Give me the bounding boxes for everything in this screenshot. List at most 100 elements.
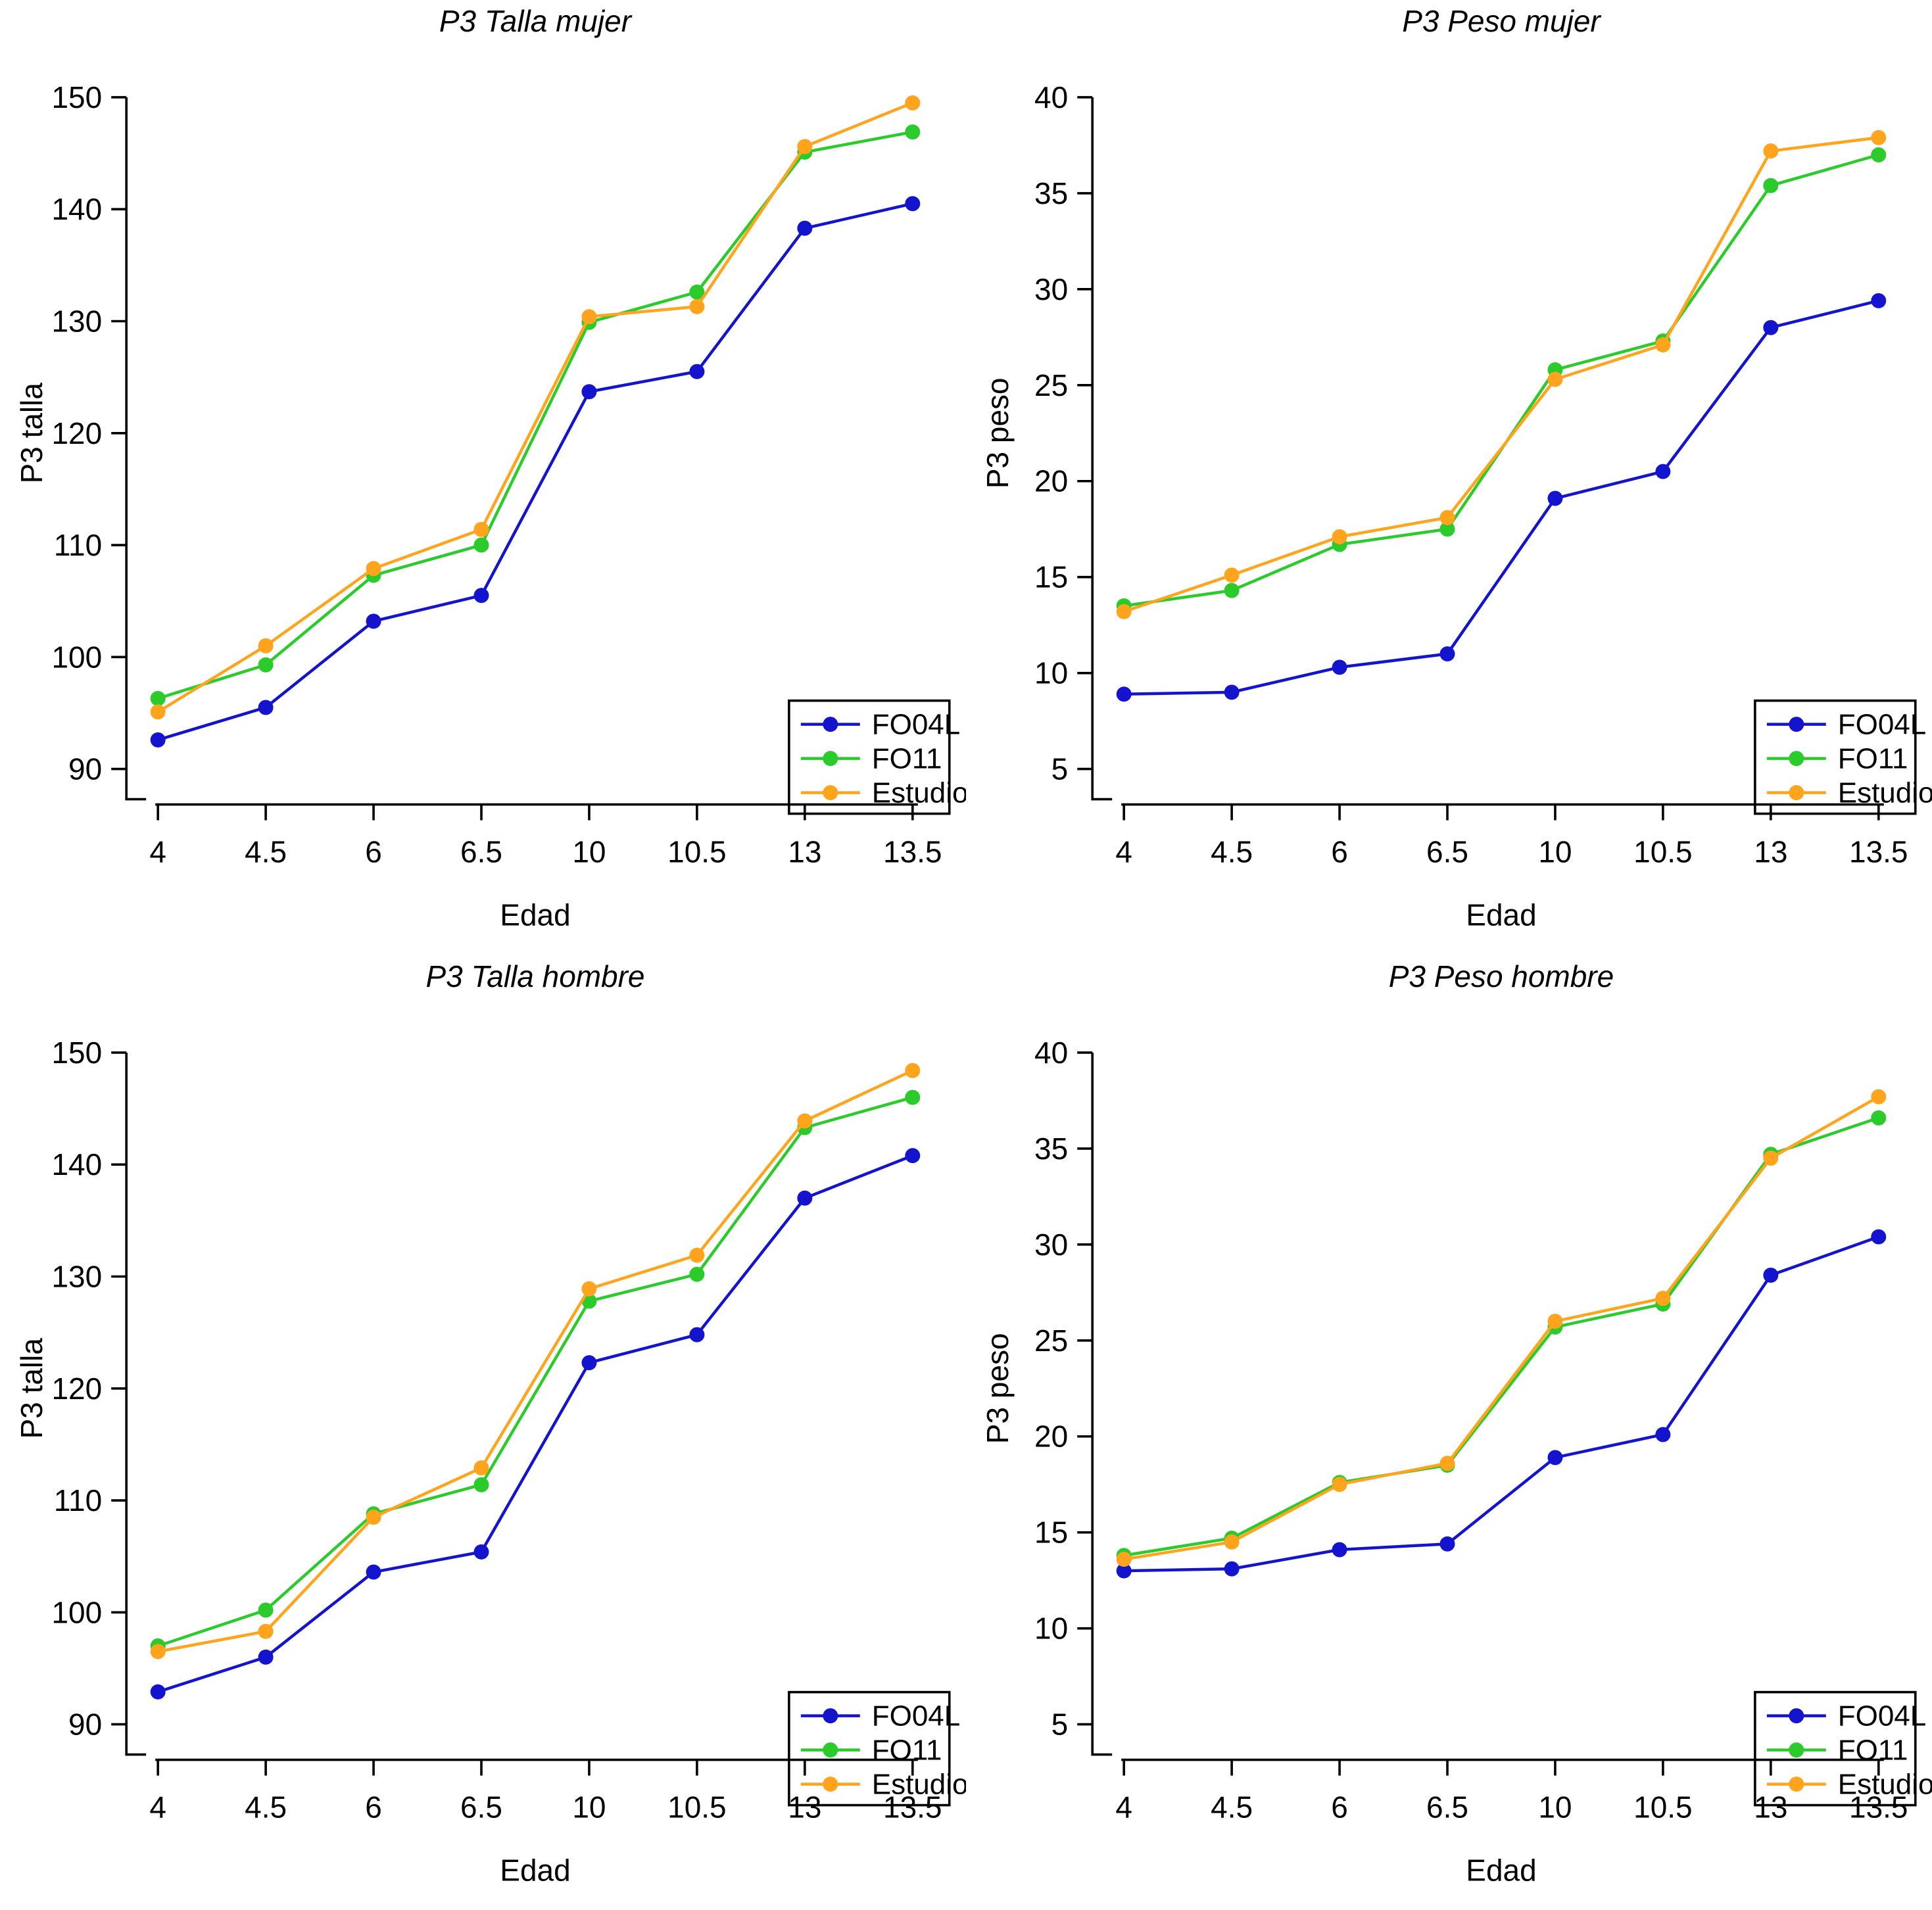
data-point-fo04l	[1871, 1229, 1887, 1245]
data-point-fo04l	[366, 1564, 381, 1580]
x-tick-label: 4.5	[245, 835, 287, 869]
x-tick-label: 4	[149, 835, 166, 869]
x-axis-title: Edad	[500, 898, 570, 932]
x-tick-label: 4	[1115, 835, 1132, 869]
y-axis-title: P3 peso	[980, 377, 1015, 489]
y-tick-label: 15	[1034, 560, 1068, 594]
y-tick-label: 140	[51, 1147, 102, 1182]
data-point-fo04l	[689, 1327, 705, 1343]
y-axis-title: P3 talla	[14, 383, 49, 484]
y-tick-label: 10	[1034, 656, 1068, 690]
y-tick-label: 35	[1034, 176, 1068, 210]
data-point-fo11	[473, 1477, 489, 1492]
data-point-estudio	[258, 638, 274, 654]
data-point-fo04l	[150, 1684, 166, 1700]
data-point-estudio	[1871, 1089, 1887, 1105]
series-line-fo04l	[1122, 1235, 1881, 1572]
y-tick-label: 130	[51, 1259, 102, 1293]
data-point-fo11	[473, 537, 489, 553]
x-tick-label: 6	[365, 1790, 382, 1824]
y-tick-label: 30	[1034, 1227, 1068, 1261]
legend-marker-fo04l	[1789, 1707, 1804, 1723]
legend-label-fo04l: FO04L	[1838, 1700, 1926, 1732]
data-point-fo11	[689, 1266, 705, 1282]
data-point-estudio	[150, 704, 166, 720]
data-point-estudio	[1116, 604, 1132, 619]
x-tick-label: 10.5	[1633, 1790, 1692, 1824]
data-point-estudio	[1763, 1150, 1779, 1166]
data-point-fo04l	[1224, 1561, 1240, 1577]
chart-canvas-p3-talla-hombre: P3 Talla hombre 90 100 110 120 130 140 150 P3 ta…	[14, 959, 966, 1887]
data-point-estudio	[1116, 1551, 1132, 1567]
data-point-fo04l	[1871, 293, 1887, 308]
data-point-fo04l	[905, 196, 921, 212]
data-point-fo04l	[473, 1544, 489, 1560]
y-tick-label: 90	[68, 1707, 102, 1741]
data-point-fo04l	[581, 384, 597, 400]
data-point-fo04l	[258, 700, 274, 715]
data-point-fo04l	[1439, 646, 1455, 661]
y-axis-title: P3 talla	[14, 1337, 49, 1439]
x-tick-label: 10	[572, 1790, 606, 1824]
y-tick-label: 30	[1034, 272, 1068, 306]
x-tick-label: 6	[1331, 835, 1348, 869]
x-tick-label: 13.5	[883, 1790, 942, 1824]
chart-title: P3 Talla mujer	[439, 4, 633, 38]
legend-marker-fo11	[823, 1742, 838, 1757]
y-tick-label: 10	[1034, 1611, 1068, 1645]
data-point-fo04l	[1332, 1541, 1347, 1557]
series-line-estudio	[1122, 135, 1881, 613]
legend-marker-fo04l	[823, 1707, 838, 1723]
data-point-fo04l	[1116, 686, 1132, 702]
y-tick-label: 25	[1034, 368, 1068, 402]
x-tick-label: 10.5	[667, 835, 726, 869]
y-tick-label: 5	[1051, 752, 1069, 786]
legend-label-fo11: FO11	[1838, 1734, 1908, 1766]
legend-marker-estudio	[823, 785, 838, 801]
x-tick-label: 10	[572, 835, 606, 869]
data-point-fo04l	[1224, 684, 1240, 700]
legend-marker-estudio	[1789, 785, 1804, 801]
chart-p3-peso-hombre: P3 Peso hombre 5 10 15 20 25 30 35 40 P3 peso 4 4.5…	[966, 955, 1932, 1910]
data-point-estudio	[1763, 143, 1779, 159]
legend-marker-fo11	[823, 751, 838, 767]
data-point-fo11	[1439, 521, 1455, 537]
series-line-estudio	[156, 101, 915, 714]
data-point-estudio	[905, 95, 921, 110]
legend-label-fo11: FO11	[872, 743, 942, 775]
x-tick-label: 4.5	[245, 1790, 287, 1824]
data-point-fo04l	[1763, 320, 1779, 335]
series-line-fo11	[156, 1095, 915, 1648]
data-point-fo11	[689, 284, 705, 300]
x-tick-label: 4.5	[1211, 1790, 1253, 1824]
legend-label-estudio: Estudio	[872, 777, 966, 809]
data-point-fo11	[905, 124, 921, 140]
x-tick-label: 6	[1331, 1790, 1348, 1824]
legend-box	[1754, 1690, 1917, 1806]
data-point-estudio	[1547, 371, 1563, 387]
x-tick-label: 4.5	[1211, 835, 1253, 869]
y-tick-label: 150	[51, 1035, 102, 1069]
legend-label-fo11: FO11	[872, 1734, 942, 1766]
y-tick-label: 120	[51, 416, 102, 450]
series-line-fo11	[156, 130, 915, 700]
data-point-fo04l	[1547, 1449, 1563, 1465]
x-tick-label: 13	[1754, 835, 1787, 869]
chart-canvas-p3-peso-mujer: P3 Peso mujer 5 10 15 20 25 30 35 40 P3 peso 4 4.5 6…	[980, 4, 1932, 932]
x-tick-label: 13.5	[1849, 835, 1908, 869]
data-point-fo04l	[689, 364, 705, 379]
data-point-fo11	[150, 690, 166, 706]
series-line-estudio	[156, 1068, 915, 1653]
legend-label-estudio: Estudio	[1838, 777, 1932, 809]
x-tick-label: 4	[1115, 1790, 1132, 1824]
y-tick-label: 20	[1034, 464, 1068, 498]
data-point-fo11	[905, 1089, 921, 1105]
series-line-fo04l	[1122, 299, 1881, 696]
legend-box	[788, 1690, 951, 1806]
data-point-estudio	[473, 1460, 489, 1475]
y-tick-label: 110	[54, 528, 102, 562]
chart-title: P3 Peso hombre	[1389, 959, 1614, 993]
x-tick-label: 13.5	[883, 835, 942, 869]
y-tick-label: 25	[1034, 1323, 1068, 1357]
series-line-fo11	[1122, 153, 1881, 608]
